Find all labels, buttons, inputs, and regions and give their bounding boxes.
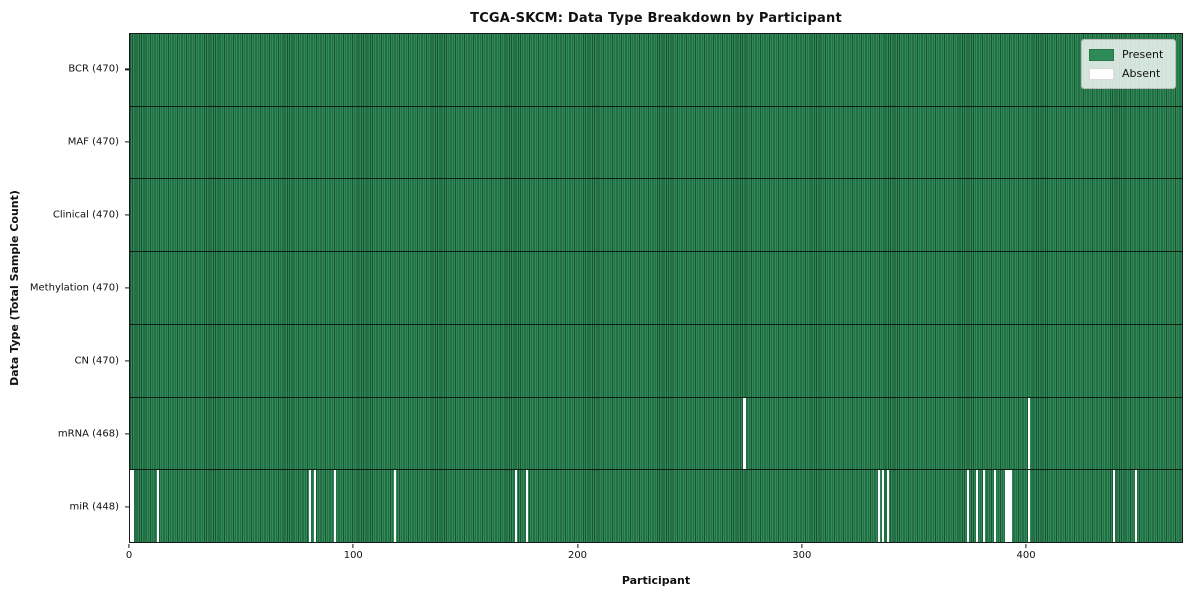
y-tick-label: CN (470): [74, 355, 119, 367]
legend-swatch-present: [1089, 48, 1114, 61]
absent-stripe: [514, 470, 518, 543]
absent-stripe: [967, 470, 970, 543]
heatmap-row-cn: [130, 325, 1182, 398]
absent-stripe: [982, 470, 986, 543]
heatmap-row-bcr: [130, 34, 1182, 107]
y-tick-label: BCR (470): [68, 63, 119, 75]
absent-stripe: [1134, 470, 1138, 543]
x-tick-label: 300: [792, 550, 812, 561]
x-tick-mark: [128, 544, 130, 548]
legend-item-absent: Absent: [1089, 64, 1168, 83]
x-axis: 0 100 200 300 400: [125, 543, 1183, 575]
y-tick-label: Methylation (470): [29, 282, 119, 294]
absent-stripe: [743, 397, 746, 470]
absent-stripe: [1112, 470, 1115, 543]
y-tick-label: Clinical (470): [52, 209, 119, 221]
y-axis: BCR (470) MAF (470) Clinical (470) Methylat…: [0, 33, 129, 543]
heatmap-row-mrna: [130, 397, 1182, 471]
y-tick-label: MAF (470): [67, 136, 119, 148]
heatmap-row-mir: [130, 470, 1182, 543]
heatmap-row-clinical: [130, 179, 1182, 253]
absent-stripe: [394, 470, 397, 543]
chart-title: TCGA-SKCM: Data Type Breakdown by Partic…: [470, 11, 842, 26]
heatmap-row-methylation: [130, 252, 1182, 325]
absent-stripe: [313, 470, 316, 543]
x-tick-label: 400: [1016, 550, 1036, 561]
absent-stripe: [1005, 470, 1008, 543]
x-tick-mark: [1025, 544, 1027, 548]
absent-stripe: [1027, 470, 1030, 543]
absent-stripe: [1007, 470, 1010, 543]
y-tick-mark: [125, 68, 129, 71]
x-tick-mark: [801, 544, 803, 548]
absent-stripe: [156, 470, 160, 543]
absent-stripe: [526, 470, 529, 543]
absent-stripe: [1027, 397, 1030, 470]
x-tick-label: 100: [343, 550, 363, 561]
y-tick-mark: [125, 360, 129, 362]
y-tick-label: miR (448): [69, 501, 119, 513]
absent-stripe: [976, 470, 979, 543]
x-tick-label: 200: [567, 550, 588, 561]
absent-stripe: [882, 470, 885, 543]
y-tick-label: mRNA (468): [57, 428, 119, 440]
y-tick-mark: [125, 505, 129, 508]
legend: Present Absent: [1081, 39, 1176, 89]
absent-stripe: [886, 470, 889, 543]
absent-stripe: [132, 470, 135, 543]
absent-stripe: [130, 470, 133, 543]
y-tick-mark: [125, 287, 129, 289]
heatmap-row-maf: [130, 107, 1182, 180]
x-tick-label: 0: [125, 550, 133, 561]
y-tick-mark: [125, 433, 129, 435]
absent-stripe: [993, 470, 997, 543]
legend-label: Present: [1122, 48, 1164, 61]
legend-item-present: Present: [1089, 45, 1168, 64]
absent-stripe: [333, 470, 336, 543]
legend-swatch-absent: [1089, 67, 1114, 80]
y-tick-mark: [125, 214, 129, 216]
y-tick-mark: [125, 141, 129, 143]
absent-stripe: [1009, 470, 1012, 543]
x-axis-label: Participant: [621, 574, 691, 587]
x-tick-mark: [576, 544, 579, 548]
plot-area: [129, 33, 1183, 543]
x-tick-mark: [352, 544, 354, 548]
legend-label: Absent: [1122, 67, 1161, 80]
absent-stripe: [309, 470, 312, 543]
absent-stripe: [877, 470, 880, 543]
